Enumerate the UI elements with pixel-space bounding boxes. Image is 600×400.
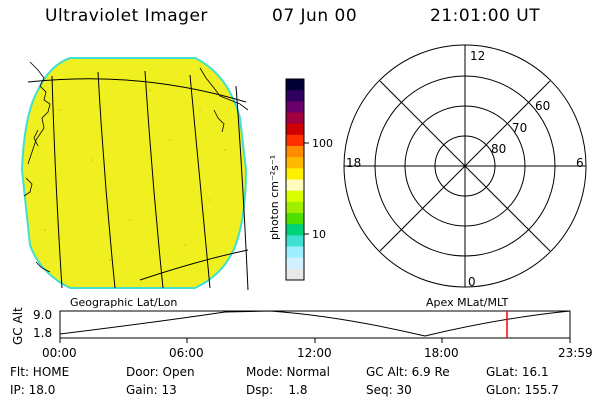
- info-mode: Mode: Normal: [246, 365, 330, 379]
- lat-label-60: 60: [535, 99, 550, 113]
- colorbar-segment: [286, 246, 304, 259]
- colorbar-segment: [286, 90, 304, 102]
- colorbar-segment: [286, 79, 304, 91]
- mlt-label-12: 12: [470, 49, 485, 63]
- colorbar-segment: [286, 235, 304, 247]
- imager-panel: [20, 57, 249, 291]
- colorbar-segment: [286, 157, 304, 169]
- right-panel-label: Apex MLat/MLT: [426, 296, 509, 309]
- imager-disk: [20, 57, 248, 289]
- colorbar-segment: [286, 146, 304, 158]
- colorbar-tick-100: 100: [312, 137, 333, 150]
- colorbar-frame: [285, 78, 305, 281]
- coastline-outline: [23, 61, 249, 273]
- left-panel-label: Geographic Lat/Lon: [70, 296, 178, 309]
- colorbar-segment: [286, 168, 304, 180]
- colorbar-segment: [286, 179, 304, 192]
- polar-diagonal-2: [379, 80, 551, 252]
- date-label: 07 Jun 00: [272, 6, 358, 26]
- colorbar-segment: [286, 257, 304, 270]
- timeline-ytick-max: 9.0: [33, 308, 52, 322]
- timeline-axis-label: GC Alt: [11, 307, 25, 345]
- colorbar-segment: [286, 123, 304, 136]
- timeline-ytick-min: 1.8: [33, 326, 52, 340]
- colorbar-tick-10: 10: [312, 228, 326, 241]
- info-gc-alt: GC Alt: 6.9 Re: [366, 365, 450, 379]
- altitude-curve: [59, 310, 571, 337]
- time-label: 21:01:00 UT: [430, 6, 541, 26]
- info-dsp: Dsp: 1.8: [246, 383, 308, 397]
- image-speckle: [44, 89, 226, 261]
- timeline-xtick-1: 06:00: [169, 346, 204, 360]
- timeline-xtick-4: 23:59: [558, 346, 593, 360]
- app-title: Ultraviolet Imager: [45, 6, 208, 26]
- mlt-label-0: 0: [468, 275, 476, 289]
- info-door: Door: Open: [126, 365, 195, 379]
- colorbar-segment: [286, 101, 304, 113]
- info-flight: Flt: HOME: [10, 365, 70, 379]
- info-gain: Gain: 13: [126, 383, 177, 397]
- timeline-xtick-3: 18:00: [424, 346, 459, 360]
- lat-label-70: 70: [512, 121, 527, 135]
- colorbar-segment: [286, 213, 304, 225]
- timeline-xtick-0: 00:00: [42, 346, 77, 360]
- mlt-label-6: 6: [576, 156, 584, 170]
- colorbar-unit-label: photon cm⁻²s⁻¹: [268, 155, 281, 240]
- timeline-xtick-2: 12:00: [297, 346, 332, 360]
- colorbar-segment: [286, 268, 304, 281]
- colorbar-segment: [286, 134, 304, 147]
- info-glon: GLon: 155.7: [486, 383, 559, 397]
- info-ip: IP: 18.0: [10, 383, 56, 397]
- latitude-line-lower: [139, 249, 249, 281]
- latitude-line: [27, 78, 247, 103]
- colorbar-segment: [286, 112, 304, 125]
- colorbar-segment: [286, 224, 304, 236]
- mlt-label-18: 18: [346, 156, 361, 170]
- colorbar: [285, 78, 305, 281]
- info-seq: Seq: 30: [366, 383, 412, 397]
- polar-plot: [343, 44, 587, 288]
- colorbar-segment: [286, 190, 304, 203]
- colorbar-segment: [286, 201, 304, 214]
- longitude-grid: [51, 70, 249, 291]
- timeline-plot: [59, 310, 571, 343]
- info-glat: GLat: 16.1: [486, 365, 549, 379]
- lat-label-80: 80: [491, 142, 506, 156]
